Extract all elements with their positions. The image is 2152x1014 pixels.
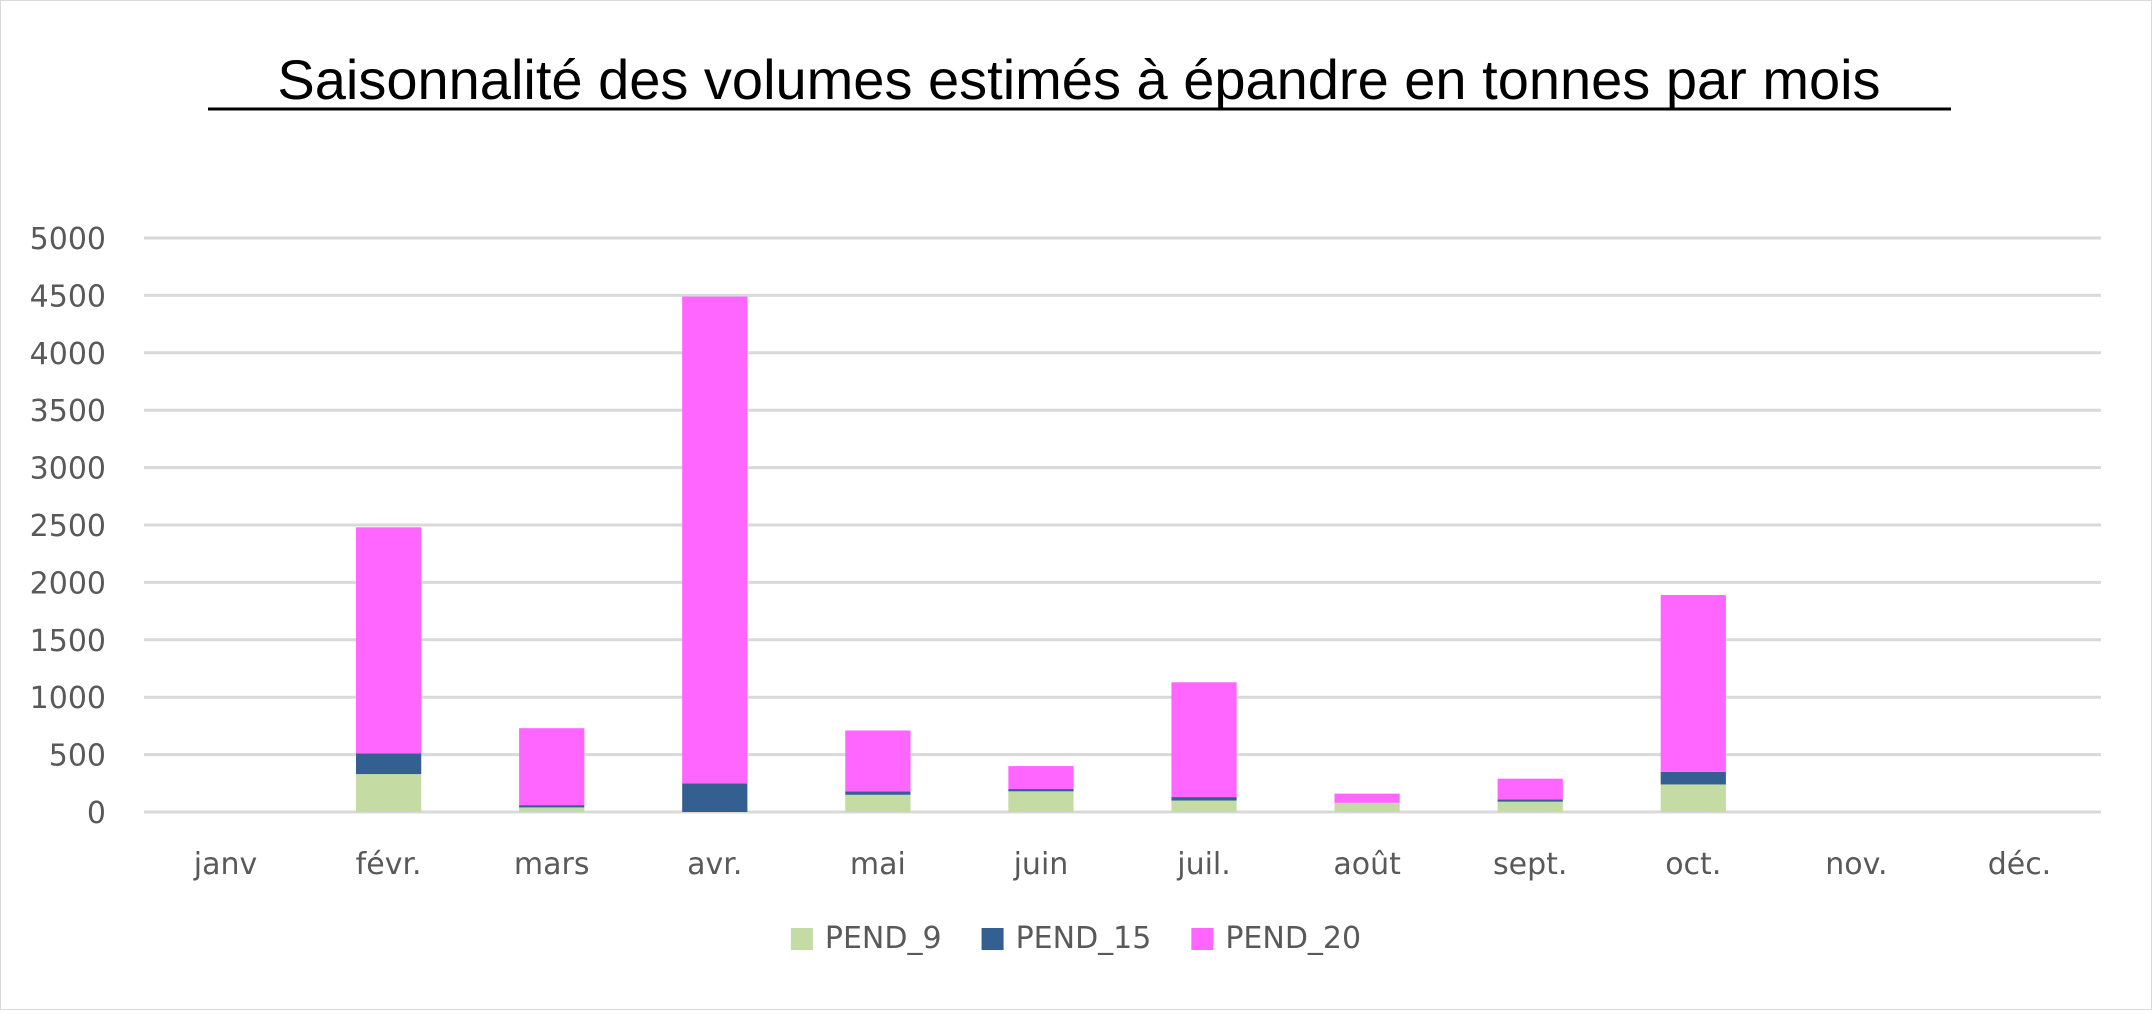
bar-pend-9 — [845, 794, 911, 812]
y-tick-label: 0 — [87, 796, 106, 831]
x-tick-label: janv — [193, 847, 258, 882]
y-tick-label: 2000 — [30, 566, 106, 601]
bar-pend-9 — [356, 774, 422, 812]
bar-pend-20 — [1334, 793, 1400, 803]
bar-pend-20 — [1497, 778, 1563, 800]
bar-pend-20 — [682, 296, 748, 784]
bar-pend-9 — [1497, 801, 1563, 812]
y-tick-label: 2500 — [30, 509, 106, 544]
x-tick-label: sept. — [1493, 847, 1567, 882]
x-axis-tick-labels: janv févr. mars avr. mai juin juil. août sept. oc… — [193, 847, 2051, 882]
gridlines — [144, 236, 2101, 814]
y-tick-label: 3000 — [30, 452, 106, 487]
y-axis-tick-labels: 0 500 1000 1500 2000 2500 3000 3500 4000 4500 5000 — [30, 222, 106, 831]
x-tick-label: déc. — [1988, 847, 2052, 882]
legend-swatch — [790, 928, 813, 950]
bar-pend-15 — [682, 783, 748, 812]
bars — [356, 296, 1726, 812]
x-tick-label: oct. — [1665, 847, 1721, 882]
bar-pend-9 — [1171, 800, 1237, 812]
y-tick-label: 4500 — [30, 279, 106, 314]
bar-pend-15 — [1497, 799, 1563, 802]
bar-pend-20 — [356, 527, 422, 754]
legend-label: PEND_15 — [1016, 921, 1152, 956]
x-tick-label: févr. — [356, 847, 422, 882]
y-tick-label: 4000 — [30, 337, 106, 372]
bar-pend-15 — [1660, 771, 1726, 785]
y-tick-label: 1000 — [30, 681, 106, 716]
y-tick-label: 3500 — [30, 394, 106, 429]
bar-pend-20 — [1171, 682, 1237, 798]
bar-pend-15 — [356, 753, 422, 775]
bar-pend-9 — [1660, 784, 1726, 812]
x-tick-label: mars — [514, 847, 590, 882]
y-tick-label: 5000 — [30, 222, 106, 257]
bar-pend-20 — [1660, 595, 1726, 772]
legend-swatch — [1191, 928, 1214, 950]
x-tick-label: août — [1333, 847, 1401, 882]
y-tick-label: 500 — [49, 739, 106, 774]
bar-pend-9 — [1334, 802, 1400, 812]
legend: PEND_9 PEND_15 PEND_20 — [790, 921, 1361, 956]
x-tick-label: nov. — [1825, 847, 1887, 882]
chart-title: Saisonnalité des volumes estimés à épand… — [277, 48, 1880, 111]
x-tick-label: mai — [850, 847, 906, 882]
bar-pend-15 — [1171, 797, 1237, 801]
legend-label: PEND_20 — [1225, 921, 1361, 956]
x-tick-label: avr. — [687, 847, 742, 882]
y-tick-label: 1500 — [30, 624, 106, 659]
x-tick-label: juil. — [1176, 847, 1231, 882]
bar-pend-15 — [845, 791, 911, 795]
x-tick-label: juin — [1013, 847, 1069, 882]
bar-pend-9 — [1008, 791, 1074, 812]
legend-swatch — [981, 928, 1004, 950]
bar-pend-20 — [845, 730, 911, 792]
bar-pend-9 — [519, 807, 585, 812]
legend-label: PEND_9 — [825, 921, 942, 956]
bar-pend-20 — [1008, 766, 1074, 790]
bar-pend-15 — [519, 805, 585, 808]
bar-pend-15 — [1008, 789, 1074, 792]
bar-pend-20 — [519, 728, 585, 806]
